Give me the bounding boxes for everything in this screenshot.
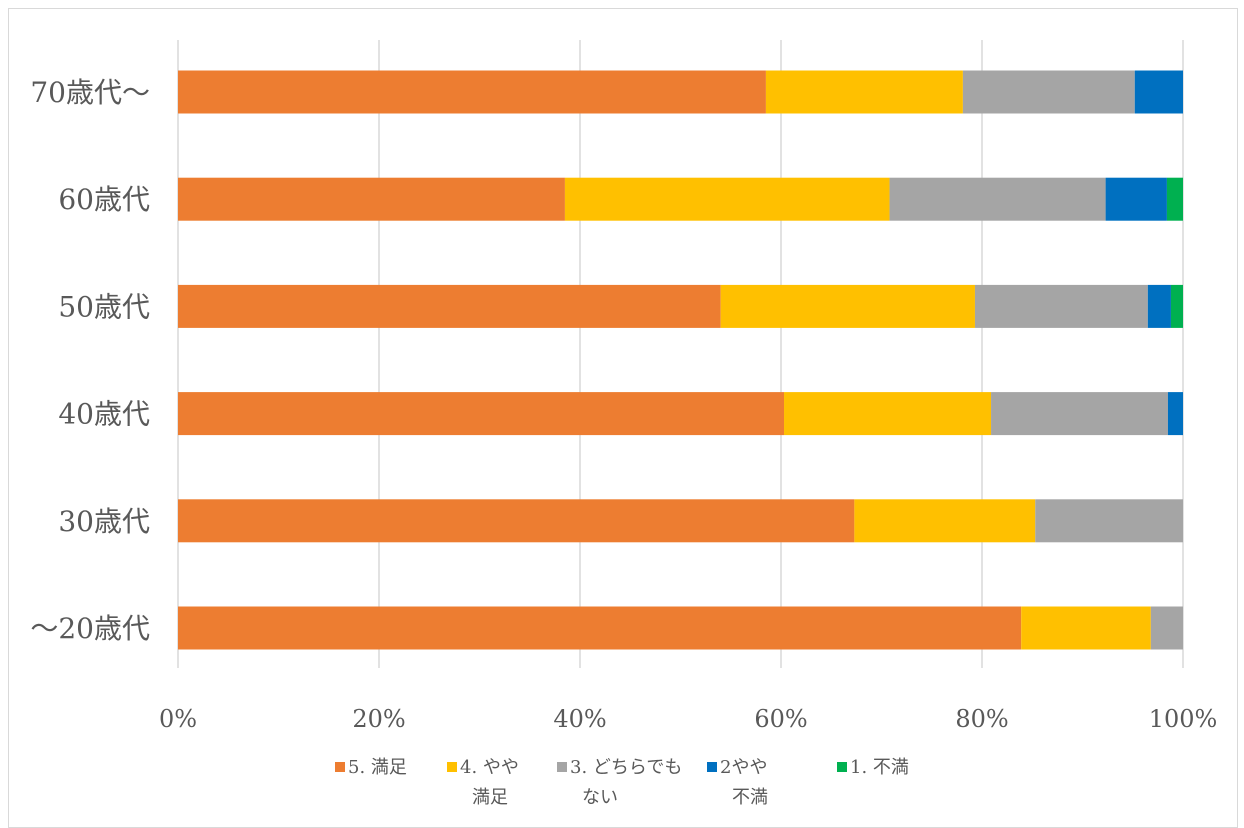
legend-label: 満足	[472, 787, 508, 808]
bar-segment	[1021, 606, 1151, 650]
legend-swatch	[447, 762, 457, 772]
legend-swatch	[557, 762, 567, 772]
bars	[178, 70, 1183, 650]
bar-segment	[1147, 284, 1171, 328]
bar-segment	[991, 392, 1168, 436]
legend-label: 5. 満足	[348, 757, 407, 778]
x-tick-label: 20%	[352, 705, 405, 733]
bar-segment	[178, 284, 721, 328]
bar-segment	[784, 392, 992, 436]
legend-label: ない	[582, 787, 618, 808]
category-label: 40歳代	[58, 398, 150, 431]
bar-segment	[1105, 177, 1167, 221]
category-label: 70歳代～	[30, 76, 150, 109]
x-tick-label: 40%	[553, 705, 606, 733]
bar-segment	[962, 70, 1135, 114]
bar-segment	[1167, 392, 1183, 436]
bar-segment	[178, 177, 565, 221]
legend-label: 不満	[732, 787, 768, 808]
bar-segment	[720, 284, 975, 328]
legend-label: 3. どちらでも	[570, 757, 682, 778]
bar-segment	[974, 284, 1148, 328]
bar-segment	[765, 70, 963, 114]
legend-swatch	[837, 762, 847, 772]
x-tick-label: 60%	[754, 705, 807, 733]
category-label: 50歳代	[58, 290, 150, 323]
bar-segment	[564, 177, 890, 221]
bar-segment	[178, 70, 766, 114]
category-label: ～20歳代	[30, 612, 150, 645]
bar-segment	[178, 606, 1022, 650]
x-tick-label: 80%	[955, 705, 1008, 733]
bar-segment	[1150, 606, 1183, 650]
bar-segment	[854, 499, 1036, 543]
legend-swatch	[707, 762, 717, 772]
x-tick-label: 0%	[159, 705, 197, 733]
bar-segment	[1134, 70, 1183, 114]
x-tick-label: 100%	[1149, 705, 1218, 733]
bar-segment	[1035, 499, 1183, 543]
bar-segment	[1166, 177, 1183, 221]
gridlines	[177, 40, 1184, 668]
category-labels: 70歳代～ 60歳代 50歳代 40歳代 30歳代 ～20歳代	[30, 76, 150, 645]
bar-segment	[889, 177, 1106, 221]
legend-label: 4. やや	[460, 757, 519, 778]
legend-label: 2やや	[720, 757, 767, 778]
bar-segment	[178, 392, 785, 436]
bar-segment	[178, 499, 855, 543]
legend-label: 1. 不満	[850, 757, 909, 778]
category-label: 30歳代	[58, 505, 150, 538]
x-axis-ticks: 0% 20% 40% 60% 80% 100%	[159, 705, 1217, 733]
bar-segment	[1170, 284, 1183, 328]
legend-swatch	[335, 762, 345, 772]
category-label: 60歳代	[58, 183, 150, 216]
